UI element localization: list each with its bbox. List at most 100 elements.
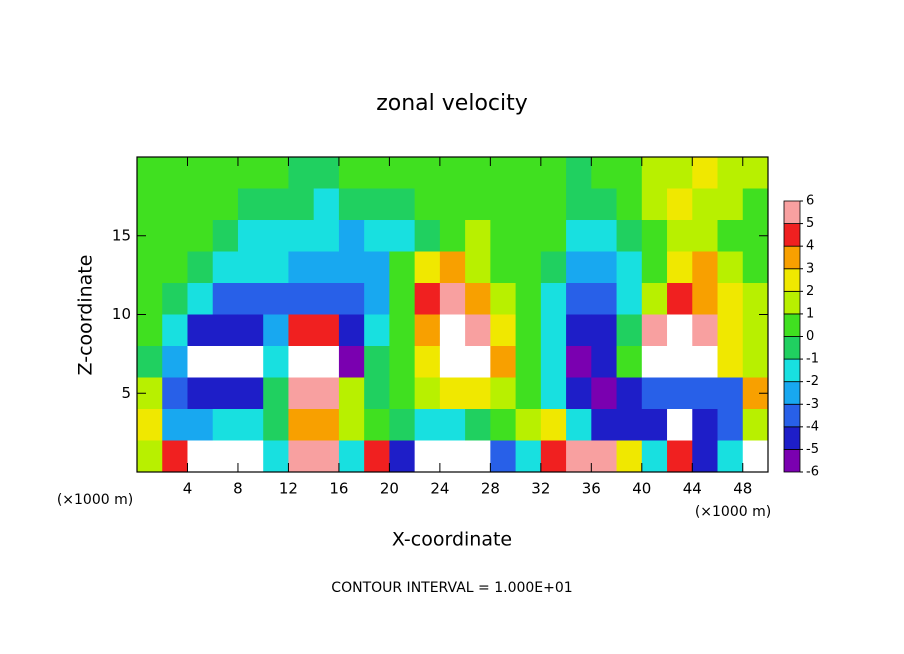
cell — [465, 346, 491, 378]
colorbar-label: 1 — [806, 306, 814, 321]
cell — [742, 346, 768, 378]
cell — [212, 409, 239, 441]
cell — [515, 220, 542, 252]
cell — [414, 251, 441, 284]
cell — [364, 251, 390, 284]
x-tick-label: 28 — [481, 480, 500, 498]
cell — [667, 157, 693, 189]
cell — [591, 157, 618, 189]
cell — [591, 314, 618, 347]
cell — [641, 157, 668, 189]
cell — [237, 220, 264, 252]
cell — [717, 377, 744, 410]
cell — [591, 220, 618, 252]
x-tick-label: 48 — [733, 480, 752, 498]
colorbar-box — [783, 313, 801, 337]
cell — [263, 283, 289, 315]
cell — [465, 283, 491, 315]
cell — [566, 188, 592, 221]
cell — [389, 314, 416, 347]
colorbar-label: 2 — [806, 284, 814, 299]
cell — [137, 346, 163, 378]
cell — [263, 409, 289, 441]
cell — [465, 188, 491, 221]
cell — [187, 314, 214, 347]
cell — [414, 220, 441, 252]
colorbar-box — [783, 403, 801, 428]
cell — [641, 440, 668, 472]
cell — [187, 157, 214, 189]
cell — [465, 409, 491, 441]
cell — [540, 157, 567, 189]
colorbar-box — [783, 381, 801, 405]
cell — [212, 220, 239, 252]
cell — [641, 283, 668, 315]
cell — [742, 157, 768, 189]
cell — [591, 188, 618, 221]
cell — [338, 346, 365, 378]
cell — [137, 409, 163, 441]
cell — [566, 409, 592, 441]
cell — [187, 409, 214, 441]
cell — [338, 157, 365, 189]
cell — [237, 346, 264, 378]
cell — [616, 409, 643, 441]
colorbar-label: -4 — [806, 419, 819, 434]
cell — [313, 377, 340, 410]
cell — [591, 440, 618, 472]
x-axis-label: X-coordinate — [392, 529, 512, 551]
cell — [717, 251, 744, 284]
colorbar-label: 0 — [806, 329, 814, 344]
cell — [263, 188, 289, 221]
cell — [566, 346, 592, 378]
cell — [162, 346, 188, 378]
y-tick-label: 5 — [121, 384, 131, 402]
cell — [692, 157, 719, 189]
cell — [515, 157, 542, 189]
cell — [641, 314, 668, 347]
cell — [263, 157, 289, 189]
cell — [540, 251, 567, 284]
colorbar-label: -1 — [806, 352, 819, 367]
cell — [591, 409, 618, 441]
cell — [616, 157, 643, 189]
cell — [465, 220, 491, 252]
cell — [439, 188, 466, 221]
cell — [263, 220, 289, 252]
cell — [389, 377, 416, 410]
cell — [237, 440, 264, 472]
cell — [288, 188, 315, 221]
cell — [212, 251, 239, 284]
x-tick-label: 44 — [683, 480, 702, 498]
colorbar-label: 6 — [806, 194, 814, 209]
cell — [540, 440, 567, 472]
cell — [591, 377, 618, 410]
cell — [742, 283, 768, 315]
cell — [667, 283, 693, 315]
cell — [742, 440, 768, 472]
cell — [237, 283, 264, 315]
y-tick-label: 15 — [112, 226, 131, 244]
cell — [490, 314, 517, 347]
cell — [515, 314, 542, 347]
x-tick-label: 4 — [183, 480, 193, 498]
cell — [288, 440, 315, 472]
cell — [212, 157, 239, 189]
cell — [162, 251, 188, 284]
cell — [515, 440, 542, 472]
cell — [313, 251, 340, 284]
cell — [338, 251, 365, 284]
footer: CONTOUR INTERVAL = 1.000E+01 — [331, 580, 572, 596]
cell — [313, 220, 340, 252]
cell — [490, 220, 517, 252]
cell — [414, 314, 441, 347]
cell — [616, 220, 643, 252]
cell — [237, 409, 264, 441]
cell — [515, 409, 542, 441]
cell — [515, 251, 542, 284]
y-unit: (×1000 m) — [57, 492, 133, 508]
cell — [414, 409, 441, 441]
cell — [616, 188, 643, 221]
colorbar-label: 4 — [806, 239, 814, 254]
cell — [742, 251, 768, 284]
